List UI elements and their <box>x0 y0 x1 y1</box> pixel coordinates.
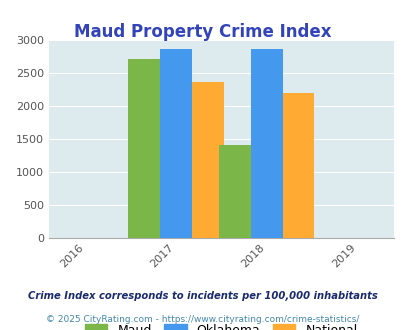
Bar <box>128 59 160 238</box>
Text: Crime Index corresponds to incidents per 100,000 inhabitants: Crime Index corresponds to incidents per… <box>28 291 377 301</box>
Bar <box>191 82 223 238</box>
Bar <box>218 145 250 238</box>
Text: Maud Property Crime Index: Maud Property Crime Index <box>74 23 331 41</box>
Text: © 2025 CityRating.com - https://www.cityrating.com/crime-statistics/: © 2025 CityRating.com - https://www.city… <box>46 315 359 324</box>
Legend: Maud, Oklahoma, National: Maud, Oklahoma, National <box>80 319 362 330</box>
Bar <box>160 49 191 238</box>
Bar <box>250 49 282 238</box>
Bar <box>282 93 313 238</box>
